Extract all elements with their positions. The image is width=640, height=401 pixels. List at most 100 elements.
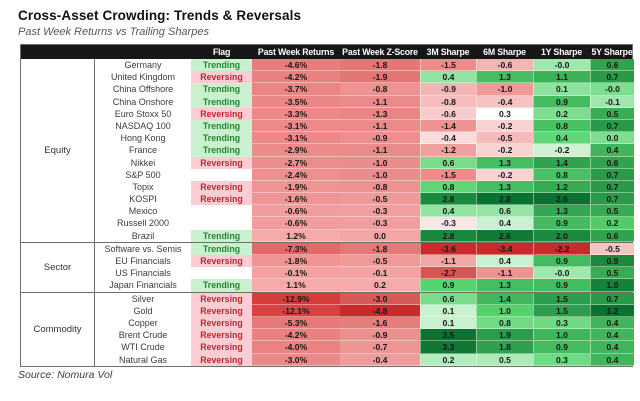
sharpe-6m-cell: 0.4	[476, 217, 533, 230]
sharpe-1y-cell: 2.6	[533, 193, 590, 206]
group-rows: Germany Trending -4.6% -1.8 -1.5 -0.6 -0.0 0.6 U…	[95, 59, 634, 242]
sharpe-5y-cell: -0.0	[590, 83, 634, 96]
asset-name-cell: Topix	[95, 180, 191, 194]
sharpe-1y-cell: -0.0	[533, 59, 590, 72]
zscore-cell: -0.8	[340, 180, 420, 194]
sharpe-5y-cell: 0.5	[590, 267, 634, 280]
sharpe-1y-cell: 0.8	[533, 168, 590, 181]
sharpe-5y-cell: 0.7	[590, 119, 634, 133]
asset-name-cell: Software vs. Semis	[95, 242, 191, 255]
flag-cell	[191, 267, 252, 280]
past-week-return-cell: -4.2%	[252, 329, 340, 342]
zscore-cell: -1.3	[340, 107, 420, 120]
column-header-1y-sharpe: 1Y Sharpe	[540, 47, 583, 57]
table-row: EU Financials Reversing -1.8% -0.5 -1.1 0.4 0.…	[95, 255, 634, 268]
table-group-sector: Sector Software vs. Semis Trending -7.3% -1.…	[21, 241, 634, 292]
sharpe-5y-cell: 0.4	[590, 144, 634, 157]
zscore-cell: -0.1	[340, 267, 420, 280]
past-week-return-cell: -3.1%	[252, 132, 340, 145]
sharpe-3m-cell: -1.4	[420, 119, 476, 133]
sharpe-6m-cell: -0.4	[476, 95, 533, 108]
table-row: Brazil Trending 1.2% 0.0 2.8 2.6 2.0 0.6	[95, 229, 634, 242]
flag-cell: Trending	[191, 144, 252, 157]
asset-name-cell: Russell 2000	[95, 217, 191, 230]
sharpe-3m-cell: 0.1	[420, 304, 476, 317]
sharpe-5y-cell: 0.6	[590, 156, 634, 169]
past-week-return-cell: -12.1%	[252, 304, 340, 317]
table-row: KOSPI Reversing -1.6% -0.5 2.8 2.8 2.6 0.7	[95, 193, 634, 206]
sharpe-6m-cell: 1.3	[476, 71, 533, 84]
sharpe-1y-cell: -0.0	[533, 267, 590, 280]
zscore-cell: -0.4	[340, 353, 420, 366]
zscore-cell: -1.9	[340, 71, 420, 84]
sharpe-5y-cell: 1.0	[590, 279, 634, 292]
asset-name-cell: US Financials	[95, 267, 191, 280]
flag-cell: Trending	[191, 95, 252, 108]
flag-cell	[191, 168, 252, 181]
flag-cell: Reversing	[191, 71, 252, 84]
sharpe-5y-cell: -0.5	[590, 242, 634, 255]
sharpe-5y-cell: 0.5	[590, 205, 634, 218]
sharpe-3m-cell: 0.8	[420, 180, 476, 194]
asset-name-cell: France	[95, 144, 191, 157]
sharpe-1y-cell: 0.9	[533, 95, 590, 108]
past-week-return-cell: 1.2%	[252, 229, 340, 242]
table-row: Gold Reversing -12.1% -4.8 0.1 1.0 1.5 1.2	[95, 304, 634, 317]
past-week-return-cell: -3.5%	[252, 95, 340, 108]
sharpe-5y-cell: 1.2	[590, 304, 634, 317]
zscore-cell: -1.0	[340, 168, 420, 181]
flag-cell: Reversing	[191, 341, 252, 354]
sharpe-3m-cell: -2.7	[420, 267, 476, 280]
sharpe-3m-cell: -0.8	[420, 95, 476, 108]
zscore-cell: -1.8	[340, 59, 420, 72]
flag-cell: Reversing	[191, 329, 252, 342]
flag-cell: Trending	[191, 229, 252, 242]
column-header	[21, 45, 95, 59]
table-row: NASDAQ 100 Trending -3.1% -1.1 -1.4 -0.2 0.8 0.…	[95, 119, 634, 133]
flag-cell: Trending	[191, 242, 252, 255]
zscore-cell: -1.0	[340, 156, 420, 169]
zscore-cell: -1.8	[340, 242, 420, 255]
zscore-cell: -0.3	[340, 217, 420, 230]
zscore-cell: -0.8	[340, 83, 420, 96]
sharpe-1y-cell: 1.0	[533, 329, 590, 342]
sharpe-5y-cell: 0.7	[590, 71, 634, 84]
table-row: Germany Trending -4.6% -1.8 -1.5 -0.6 -0.0 0.6	[95, 59, 634, 72]
past-week-return-cell: -0.6%	[252, 205, 340, 218]
sharpe-5y-cell: 0.7	[590, 193, 634, 206]
sharpe-3m-cell: 2.8	[420, 229, 476, 242]
sharpe-3m-cell: -1.5	[420, 168, 476, 181]
table-row: Topix Reversing -1.9% -0.8 0.8 1.3 1.2 0.7	[95, 180, 634, 194]
column-header-5y-sharpe: 5Y Sharpe	[591, 47, 633, 57]
table-row: US Financials -0.1% -0.1 -2.7 -1.1 -0.0 0.5	[95, 267, 634, 280]
past-week-return-cell: -2.4%	[252, 168, 340, 181]
past-week-return-cell: -12.9%	[252, 292, 340, 305]
asset-name-cell: United Kingdom	[95, 71, 191, 84]
sharpe-5y-cell: 0.7	[590, 168, 634, 181]
sharpe-1y-cell: 1.2	[533, 180, 590, 194]
flag-cell	[191, 217, 252, 230]
sharpe-1y-cell: 1.5	[533, 304, 590, 317]
sharpe-1y-cell: 1.4	[533, 156, 590, 169]
sharpe-5y-cell: 0.4	[590, 316, 634, 330]
zscore-cell: -4.8	[340, 304, 420, 317]
past-week-return-cell: -2.9%	[252, 144, 340, 157]
sharpe-6m-cell: -1.1	[476, 267, 533, 280]
sharpe-3m-cell: 2.8	[420, 193, 476, 206]
sharpe-5y-cell: 0.6	[590, 229, 634, 242]
sharpe-5y-cell: 0.4	[590, 329, 634, 342]
zscore-cell: 0.0	[340, 229, 420, 242]
flag-cell	[191, 205, 252, 218]
column-header-past-week-returns: Past Week Returns	[257, 47, 335, 57]
group-rows: Silver Reversing -12.9% -3.0 0.6 1.4 1.5 0.7 Gol…	[95, 292, 634, 366]
sharpe-1y-cell: 0.3	[533, 316, 590, 330]
asset-name-cell: China Offshore	[95, 83, 191, 96]
sharpe-6m-cell: 1.4	[476, 292, 533, 305]
flag-cell: Reversing	[191, 156, 252, 169]
sharpe-6m-cell: 0.4	[476, 255, 533, 268]
flag-cell: Reversing	[191, 107, 252, 120]
sharpe-3m-cell: 3.5	[420, 329, 476, 342]
sharpe-3m-cell: 3.3	[420, 341, 476, 354]
past-week-return-cell: -3.7%	[252, 83, 340, 96]
